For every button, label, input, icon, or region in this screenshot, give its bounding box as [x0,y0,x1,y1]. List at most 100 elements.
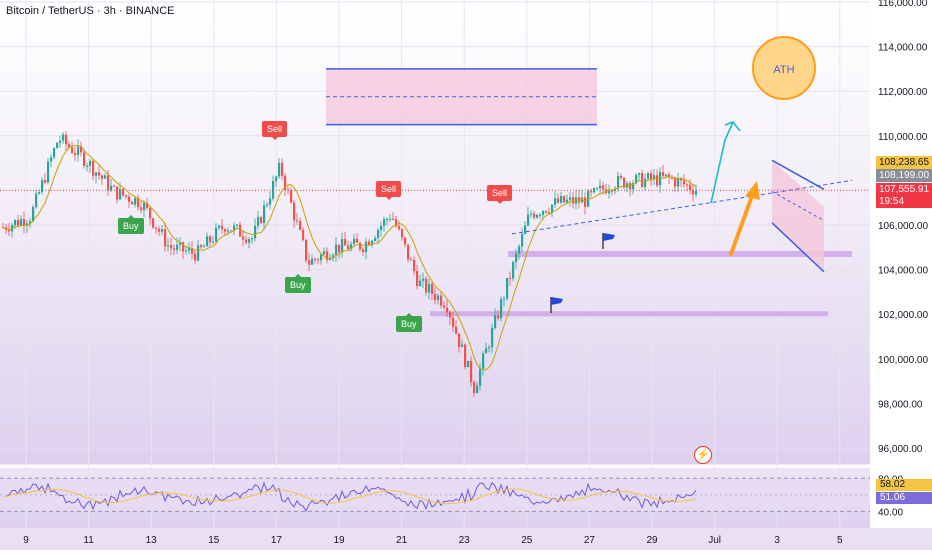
candle-body [353,238,356,245]
candle-body [254,225,257,239]
channel-lower-line[interactable] [771,222,825,273]
candle-body [524,225,527,235]
rsi-ma-line [2,488,697,505]
candle-body [608,190,611,194]
candle-body [182,242,185,252]
candle-body [686,184,689,186]
channel-upper-line[interactable] [771,159,825,190]
candle-body [497,315,500,319]
candle-body [317,259,320,261]
candle-body [638,173,641,175]
candle-body [92,160,95,176]
candle-body [632,183,635,190]
candle-body [344,239,347,246]
candle-body [269,198,272,205]
candle-body [422,278,425,281]
candle-body [206,236,209,247]
candle-body [626,183,629,188]
candle-body [38,192,41,194]
time-tick-label: 15 [208,535,220,546]
candle-body [167,245,170,247]
candle-body [416,271,419,287]
buy-signal: Buy [396,313,422,332]
candle-body [185,250,188,252]
candle-body [500,299,503,319]
candle-body [398,226,401,230]
candle-body [284,175,287,190]
candle-body [545,210,548,213]
candle-body [371,240,374,246]
candle-body [596,188,599,190]
trend-line[interactable] [511,179,853,235]
candle-body [485,348,488,354]
price-pill-prev: 108,199.00 [876,169,932,182]
candle-body [140,207,143,211]
candle-body [437,295,440,300]
candle-body [470,360,473,383]
candle-body [32,206,35,222]
candle-body [419,280,422,287]
candle-body [338,244,341,253]
candle-body [188,248,191,251]
candle-body [389,218,392,220]
candle-body [35,193,38,207]
candle-body [521,234,524,247]
time-tick-label: 21 [396,535,408,546]
candle-body [518,246,521,254]
candle-body [551,204,554,213]
candle-body [467,360,470,368]
candle-body [311,258,314,265]
candle-body [335,244,338,256]
candle-body [23,219,26,226]
support-band-upper[interactable] [508,250,852,257]
flag-marker[interactable] [603,233,615,241]
candle-body [272,181,275,199]
candle-body [62,134,65,141]
sell-signal: Sell [487,185,513,204]
candle-body [260,217,263,223]
time-tick-label: 9 [23,535,29,546]
candle-body [635,174,638,184]
buy-signal: Buy [285,274,311,293]
time-tick-label: 27 [584,535,596,546]
projected-channel[interactable] [772,160,824,272]
candle-body [683,180,686,185]
candle-body [263,205,266,223]
channel-mid-line[interactable] [771,191,825,221]
flag-marker[interactable] [551,297,563,305]
candle-body [191,248,194,254]
candle-body [428,284,431,293]
candle-body [647,173,650,179]
candle-body [44,180,47,183]
ath-target-circle: ATH [752,36,816,100]
candle-body [71,147,74,154]
forecast-arrow[interactable] [729,194,754,256]
candle-body [68,144,71,148]
candle-body [209,236,212,243]
bullish-arrow-head [724,121,741,132]
candle-body [164,229,167,247]
support-band-lower[interactable] [430,311,828,317]
candle-body [362,249,365,253]
candle-body [74,153,77,155]
lightning-icon[interactable]: ⚡ [694,446,712,464]
candle-body [215,227,218,242]
price-tick-label: 102,000.00 [878,310,928,321]
candle-body [650,173,653,180]
candle-body [299,221,302,230]
candle-body [350,244,353,250]
candle-body [80,146,83,153]
symbol-title[interactable]: Bitcoin / TetherUS · 3h · BINANCE [6,5,175,17]
candle-body [443,305,446,308]
candle-body [221,225,224,230]
candle-body [410,259,413,261]
candle-body [176,244,179,250]
candle-body [407,244,410,260]
candle-body [149,208,152,219]
candle-body [440,295,443,306]
candle-body [401,229,404,238]
time-tick-label: 29 [646,535,658,546]
bullish-arrow[interactable] [710,121,734,204]
